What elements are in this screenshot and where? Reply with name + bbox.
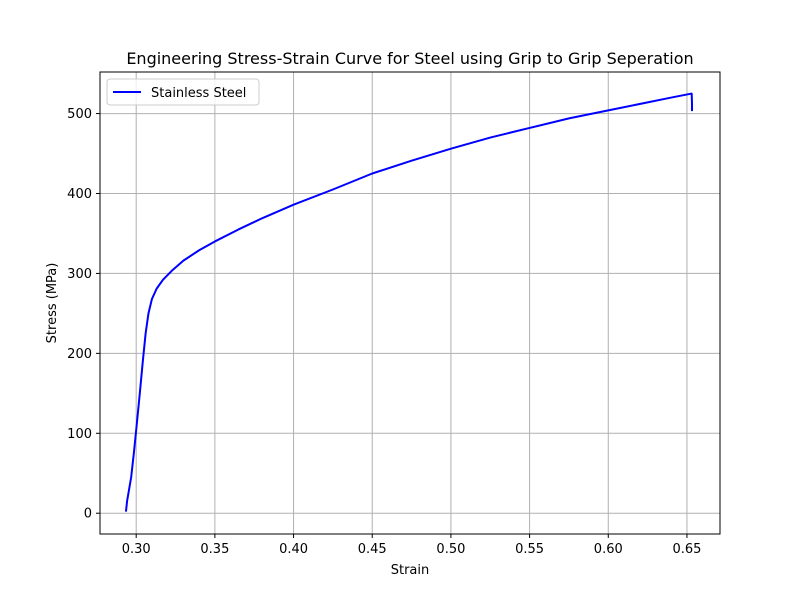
y-tick-label: 200 bbox=[67, 347, 92, 362]
x-tick-label: 0.45 bbox=[358, 542, 387, 557]
grid-layer bbox=[100, 72, 720, 534]
x-axis-label: Strain bbox=[391, 563, 430, 578]
chart-title: Engineering Stress-Strain Curve for Stee… bbox=[126, 49, 693, 68]
x-tick-label: 0.50 bbox=[436, 542, 465, 557]
x-tick-label: 0.35 bbox=[200, 542, 229, 557]
y-tick-label: 300 bbox=[67, 267, 92, 282]
x-tick-label: 0.65 bbox=[672, 542, 701, 557]
series-layer bbox=[124, 92, 693, 512]
x-tick-label: 0.60 bbox=[594, 542, 623, 557]
legend-label-stainless-steel: Stainless Steel bbox=[151, 86, 246, 101]
y-tick-label: 0 bbox=[84, 507, 92, 522]
series-line-stainless-steel bbox=[124, 92, 693, 512]
legend: Stainless Steel bbox=[106, 78, 260, 106]
y-axis-label: Stress (MPa) bbox=[45, 263, 60, 344]
x-tick-label: 0.55 bbox=[515, 542, 544, 557]
y-tick-label: 100 bbox=[67, 427, 92, 442]
legend-box bbox=[106, 78, 260, 106]
tick-layer: 0.30 0.35 0.40 0.45 0.50 0.55 0.60 0.65 0 100 200 3… bbox=[67, 107, 701, 557]
y-tick-label: 400 bbox=[67, 187, 92, 202]
y-tick-label: 500 bbox=[67, 107, 92, 122]
x-tick-label: 0.40 bbox=[279, 542, 308, 557]
plot-frame bbox=[99, 71, 721, 535]
x-tick-label: 0.30 bbox=[122, 542, 151, 557]
